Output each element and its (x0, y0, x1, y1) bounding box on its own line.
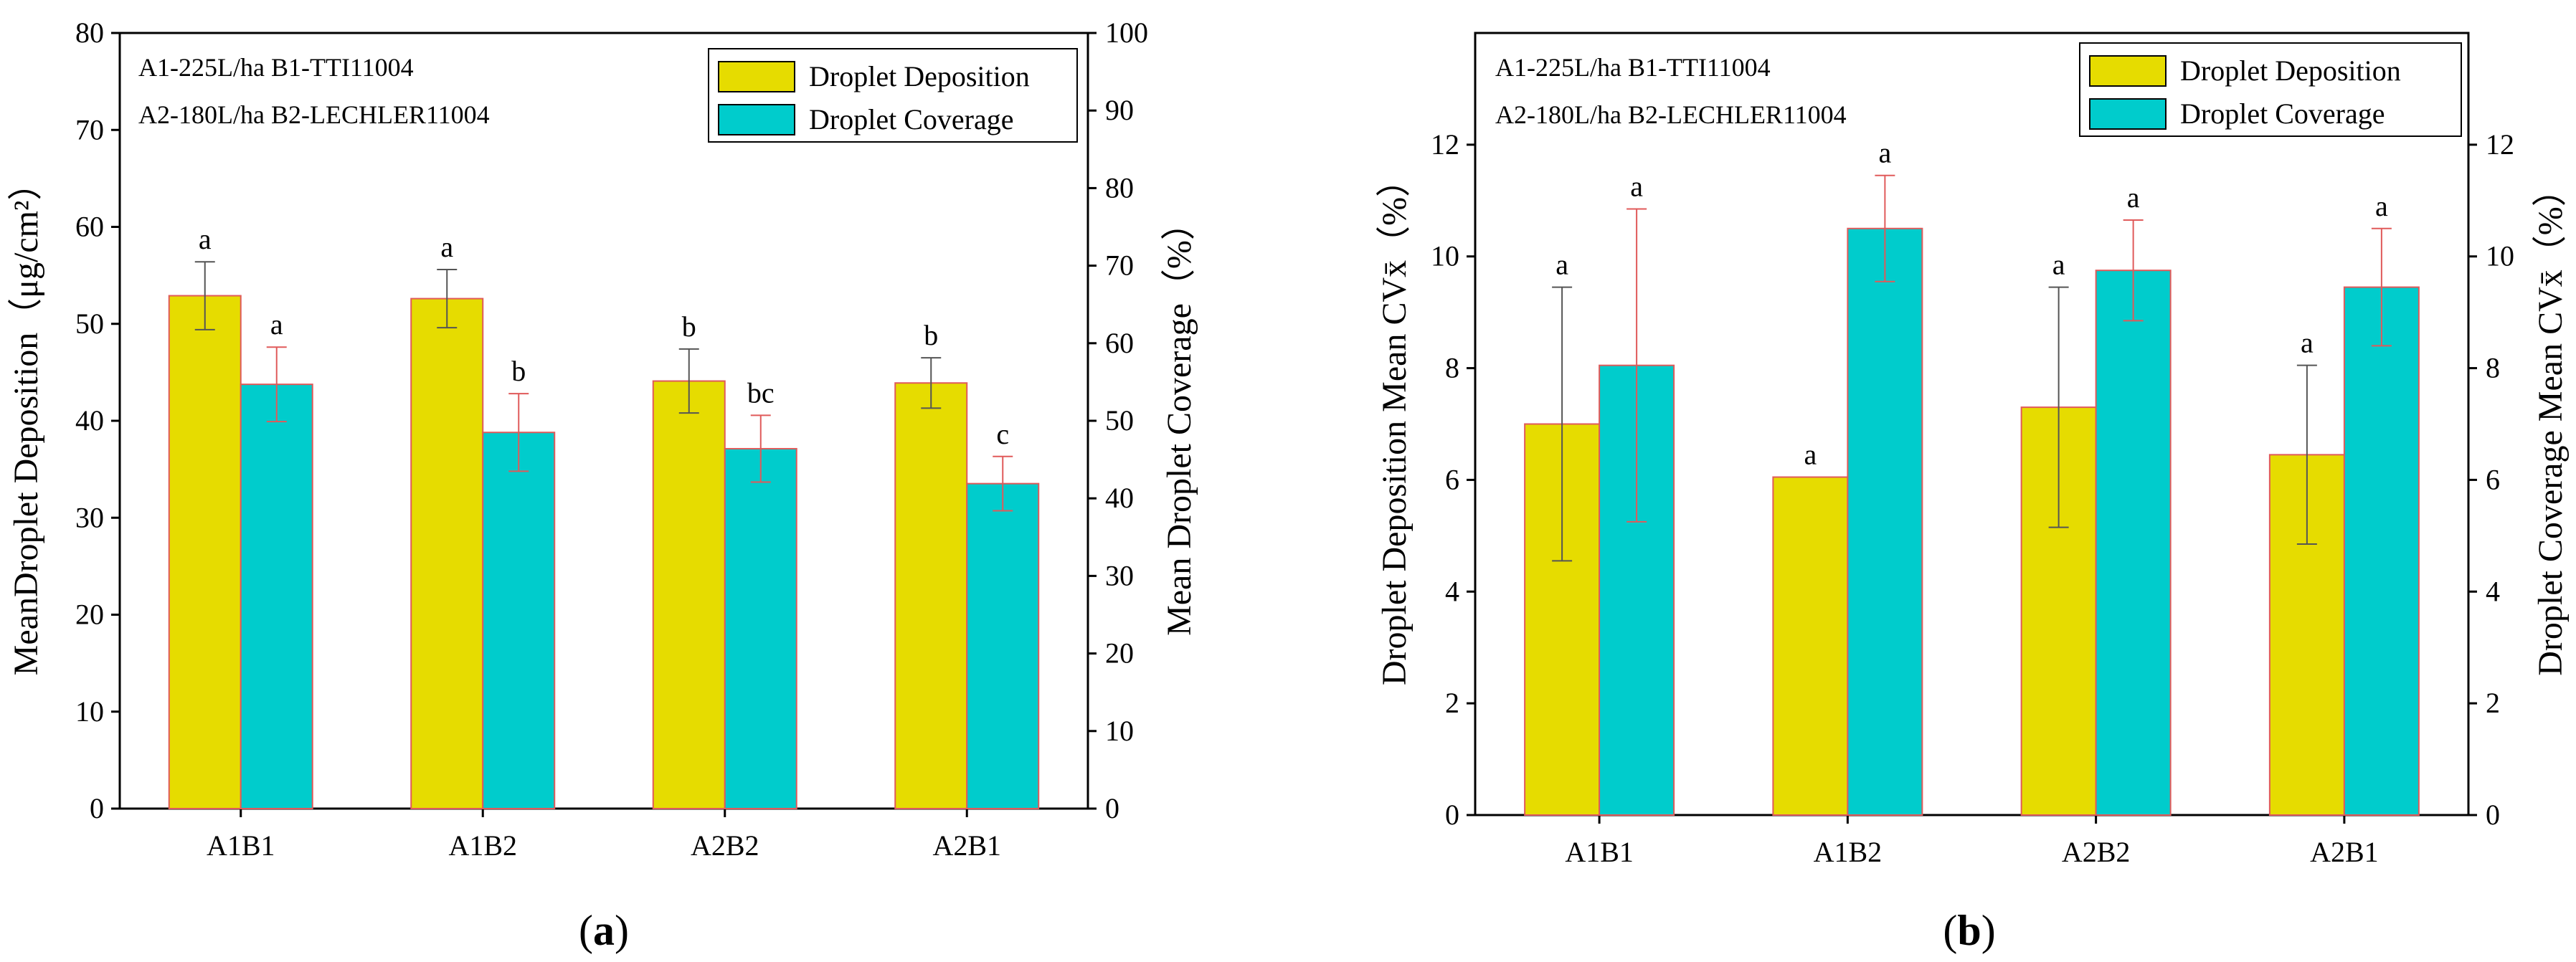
coverage-bar (966, 482, 1040, 810)
y2-tick-label: 70 (1105, 249, 1134, 282)
y2-tick-label: 2 (2486, 687, 2500, 719)
y-tick-label: 10 (1431, 240, 1459, 272)
y-axis-title: MeanDroplet Deposition（μg/cm²） (7, 166, 45, 676)
y2-tick-label: 60 (1105, 327, 1134, 359)
y2-tick-label: 20 (1105, 637, 1134, 670)
y-tick-label: 0 (1445, 799, 1459, 831)
treatment-annotation: A2-180L/ha B2-LECHLER11004 (1495, 100, 1847, 129)
significance-letter: a (2301, 327, 2314, 359)
deposition-bar (1772, 476, 1849, 816)
x-tick-label: A2B2 (691, 829, 759, 862)
y2-tick-label: 12 (2486, 128, 2514, 161)
significance-letter: a (2052, 249, 2065, 281)
y-tick-label: 50 (75, 308, 104, 340)
significance-letter: b (924, 319, 938, 351)
x-tick-label: A2B1 (932, 829, 1001, 862)
y-tick-label: 4 (1445, 575, 1459, 607)
y2-tick-label: 80 (1105, 171, 1134, 204)
legend-swatch (718, 104, 795, 135)
deposition-bar (168, 295, 242, 809)
x-tick-label: A1B2 (1814, 836, 1883, 868)
y-axis-title: Droplet Deposition Mean CVx̄（%） (1375, 163, 1414, 685)
y-tick-label: 20 (75, 599, 104, 631)
y2-tick-label: 100 (1105, 16, 1148, 49)
y-tick-label: 12 (1431, 128, 1459, 161)
y-tick-label: 70 (75, 113, 104, 146)
y2-tick-label: 0 (1105, 792, 1119, 824)
caption-open-paren: ( (579, 907, 593, 954)
coverage-bar (482, 432, 556, 809)
significance-letter: c (996, 418, 1009, 450)
coverage-bar (724, 447, 797, 810)
treatment-annotation: A2-180L/ha B2-LECHLER11004 (138, 100, 490, 129)
deposition-bar (894, 382, 968, 809)
significance-letter: a (1555, 249, 1568, 281)
treatment-annotation: A1-225L/ha B1-TTI11004 (138, 53, 414, 82)
legend-swatch (2089, 55, 2167, 87)
y-tick-label: 40 (75, 404, 104, 437)
x-tick-label: A2B2 (2062, 836, 2131, 868)
y-tick-label: 6 (1445, 463, 1459, 495)
deposition-bar (652, 380, 726, 809)
significance-letter: bc (747, 376, 775, 409)
legend-label: Droplet Coverage (809, 103, 1013, 135)
y-tick-label: 80 (75, 16, 104, 49)
y2-tick-label: 4 (2486, 575, 2500, 607)
y-tick-label: 10 (75, 695, 104, 728)
legend-label: Droplet Coverage (2180, 97, 2385, 130)
significance-letter: a (1804, 439, 1817, 471)
y2-tick-label: 90 (1105, 94, 1134, 126)
coverage-bar (240, 384, 313, 809)
legend-swatch (2089, 98, 2167, 130)
coverage-bar (2095, 270, 2172, 816)
y2-axis-title: Mean Droplet Coverage（%） (1160, 206, 1198, 636)
caption-close-paren: ) (1981, 907, 1996, 954)
panel-b-chart: 0 2 4 6 8 10 12 0 2 4 6 8 10 12 Droplet Deposition Mea… (1375, 32, 2570, 954)
x-tick-label: A1B2 (448, 829, 517, 862)
legend-label: Droplet Deposition (809, 60, 1030, 92)
legend-swatch (718, 61, 795, 92)
y-tick-label: 0 (90, 792, 104, 824)
caption-letter: b (1957, 907, 1981, 954)
significance-letter: a (2375, 190, 2388, 222)
coverage-bar (2343, 286, 2420, 816)
y2-tick-label: 8 (2486, 352, 2500, 384)
x-tick-label: A1B1 (207, 829, 275, 862)
y-tick-label: 30 (75, 501, 104, 533)
significance-letter: b (511, 355, 526, 387)
significance-letter: a (199, 223, 212, 255)
y2-tick-label: 40 (1105, 482, 1134, 514)
significance-letter: a (270, 308, 283, 340)
significance-letter: a (440, 231, 453, 263)
x-tick-label: A2B1 (2310, 836, 2379, 868)
y2-axis-title: Droplet Coverage Mean CVx̄（%） (2532, 172, 2570, 676)
y-tick-label: 60 (75, 211, 104, 243)
caption-close-paren: ) (615, 907, 629, 954)
coverage-bar (1847, 227, 1923, 816)
plot-frame (1474, 32, 2470, 816)
y2-tick-label: 0 (2486, 799, 2500, 831)
y2-tick-label: 10 (2486, 240, 2514, 272)
y2-tick-label: 6 (2486, 463, 2500, 495)
significance-letter: a (1630, 170, 1643, 202)
caption-open-paren: ( (1943, 907, 1957, 954)
y-tick-label: 8 (1445, 352, 1459, 384)
treatment-annotation: A1-225L/ha B1-TTI11004 (1495, 53, 1771, 82)
y-tick-label: 2 (1445, 687, 1459, 719)
y2-tick-label: 10 (1105, 715, 1134, 747)
significance-letter: a (2127, 181, 2140, 214)
panel-a-chart: 0 10 20 30 40 50 60 70 80 0 10 20 30 40 50 60 70 80 90 100 M… (7, 16, 1198, 954)
significance-letter: a (1878, 137, 1891, 169)
y2-tick-label: 30 (1105, 559, 1134, 591)
x-tick-label: A1B1 (1565, 836, 1634, 868)
significance-letter: b (682, 310, 696, 343)
caption-letter: a (593, 907, 615, 954)
y2-tick-label: 50 (1105, 404, 1134, 437)
deposition-bar (410, 297, 484, 809)
legend-label: Droplet Deposition (2180, 54, 2401, 87)
panel-caption: (a) (579, 907, 629, 954)
panel-caption: (b) (1943, 907, 1995, 954)
